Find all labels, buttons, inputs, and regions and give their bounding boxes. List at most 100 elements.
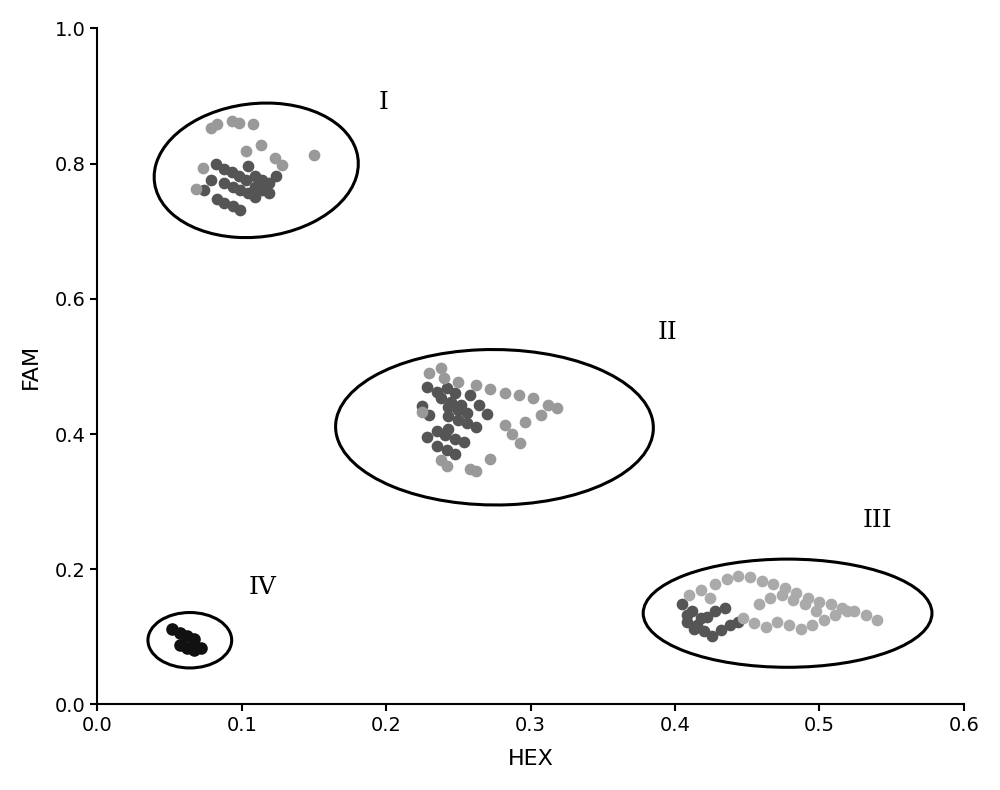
Point: [699, 610, 715, 623]
Point: [702, 592, 718, 604]
Point: [686, 623, 702, 635]
Point: [429, 440, 445, 453]
Point: [274, 159, 290, 171]
Point: [433, 453, 449, 466]
Point: [704, 629, 720, 641]
Point: [267, 152, 283, 164]
Point: [808, 605, 824, 618]
Point: [482, 383, 498, 396]
Point: [839, 605, 855, 618]
Point: [471, 399, 487, 412]
Point: [693, 611, 709, 624]
Point: [693, 583, 709, 596]
Point: [717, 601, 733, 614]
Point: [440, 410, 456, 423]
Point: [482, 453, 498, 465]
Point: [208, 157, 224, 170]
Point: [232, 183, 248, 196]
Point: [439, 382, 455, 394]
Point: [195, 162, 211, 175]
Point: [419, 431, 435, 444]
Point: [179, 629, 195, 641]
Point: [517, 416, 533, 428]
Text: III: III: [863, 509, 892, 532]
Point: [429, 425, 445, 438]
Point: [679, 609, 695, 622]
Point: [224, 115, 240, 127]
Point: [762, 592, 778, 604]
Point: [419, 380, 435, 393]
Point: [497, 419, 513, 431]
Point: [433, 392, 449, 404]
Point: [754, 575, 770, 588]
Point: [533, 408, 549, 421]
Point: [254, 174, 270, 186]
Point: [827, 609, 843, 622]
Point: [730, 615, 746, 628]
Point: [447, 387, 463, 400]
Point: [164, 623, 180, 635]
Point: [447, 432, 463, 445]
Point: [450, 404, 466, 416]
Point: [679, 615, 695, 628]
Point: [765, 577, 781, 590]
Point: [730, 570, 746, 582]
Point: [713, 624, 729, 637]
Point: [238, 174, 254, 186]
Point: [216, 163, 232, 175]
Point: [186, 644, 202, 656]
Point: [247, 190, 263, 203]
Point: [186, 633, 202, 645]
Point: [216, 177, 232, 190]
Point: [439, 460, 455, 472]
Point: [414, 405, 430, 418]
Point: [440, 423, 456, 435]
Point: [468, 465, 484, 477]
Point: [245, 118, 261, 130]
Point: [209, 193, 225, 205]
Point: [785, 593, 801, 606]
Point: [196, 183, 212, 196]
Point: [804, 619, 820, 631]
Point: [421, 408, 437, 421]
Point: [746, 617, 762, 630]
Point: [858, 609, 874, 622]
Point: [433, 362, 449, 374]
Point: [540, 399, 556, 412]
Point: [440, 401, 456, 413]
Point: [674, 598, 690, 611]
Point: [777, 582, 793, 595]
Point: [254, 183, 270, 196]
Point: [450, 375, 466, 388]
Point: [225, 200, 241, 213]
Point: [225, 180, 241, 193]
Point: [421, 367, 437, 379]
Point: [247, 170, 263, 182]
Point: [869, 614, 885, 626]
Point: [549, 402, 565, 415]
Point: [253, 138, 269, 151]
Point: [719, 573, 735, 585]
Point: [231, 117, 247, 130]
Point: [774, 589, 790, 601]
Point: [179, 642, 195, 655]
Point: [834, 601, 850, 614]
Point: [437, 429, 453, 442]
Point: [203, 174, 219, 186]
Point: [742, 571, 758, 584]
Text: I: I: [379, 92, 389, 115]
Point: [479, 408, 495, 420]
Point: [816, 614, 832, 626]
Point: [188, 182, 204, 195]
Point: [512, 437, 528, 450]
Point: [793, 623, 809, 635]
Point: [172, 638, 188, 651]
Point: [758, 620, 774, 633]
Point: [232, 203, 248, 216]
Point: [788, 587, 804, 600]
Point: [707, 577, 723, 590]
Point: [722, 619, 738, 631]
Point: [231, 169, 247, 182]
Point: [525, 392, 541, 404]
Text: II: II: [658, 322, 677, 344]
